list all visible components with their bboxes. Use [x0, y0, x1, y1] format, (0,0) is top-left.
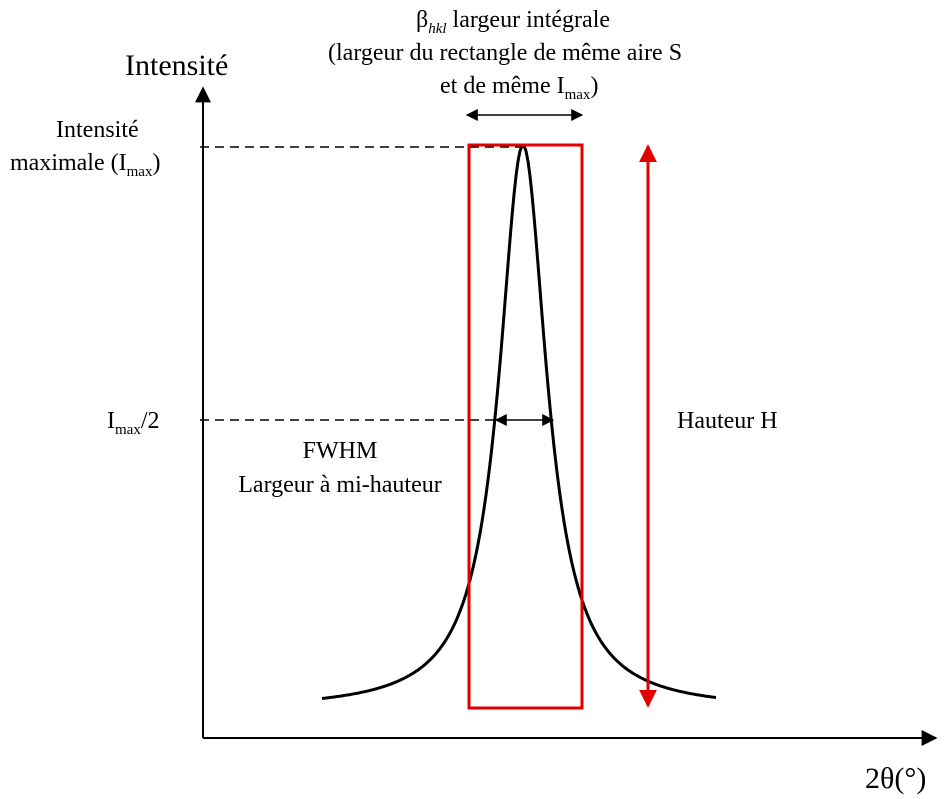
half-label: Imax/2	[107, 408, 160, 438]
beta-description-text: et de même I	[440, 73, 565, 99]
beta-description-1: (largeur du rectangle de même aire S	[328, 40, 682, 66]
half-symbol: I	[107, 408, 115, 434]
beta-description-end: )	[590, 73, 598, 99]
height-label: Hauteur H	[677, 408, 778, 434]
beta-description-subscript: max	[565, 87, 591, 103]
fwhm-label-2: Largeur à mi-hauteur	[238, 472, 441, 498]
x-axis-label: 2θ(°)	[865, 762, 926, 795]
beta-symbol: β	[416, 7, 428, 33]
peak-curve	[321, 144, 717, 700]
half-text: /2	[141, 408, 160, 434]
y-axis-label: Intensité	[125, 49, 228, 82]
beta-text: largeur intégrale	[453, 7, 610, 33]
beta-description-2: et de même Imax)	[440, 73, 598, 103]
imax-label-2: maximale (Imax)	[10, 150, 160, 180]
imax-label-1: Intensité	[56, 117, 139, 143]
beta-label: βhkl largeur intégrale	[416, 7, 610, 37]
fwhm-label-1: FWHM	[303, 438, 378, 464]
half-subscript: max	[115, 422, 141, 438]
imax-label-text: maximale (I	[10, 150, 127, 176]
imax-label-end: )	[152, 150, 160, 176]
integral-rectangle	[467, 143, 584, 710]
beta-subscript: hkl	[428, 21, 446, 37]
imax-label-subscript: max	[127, 164, 153, 180]
